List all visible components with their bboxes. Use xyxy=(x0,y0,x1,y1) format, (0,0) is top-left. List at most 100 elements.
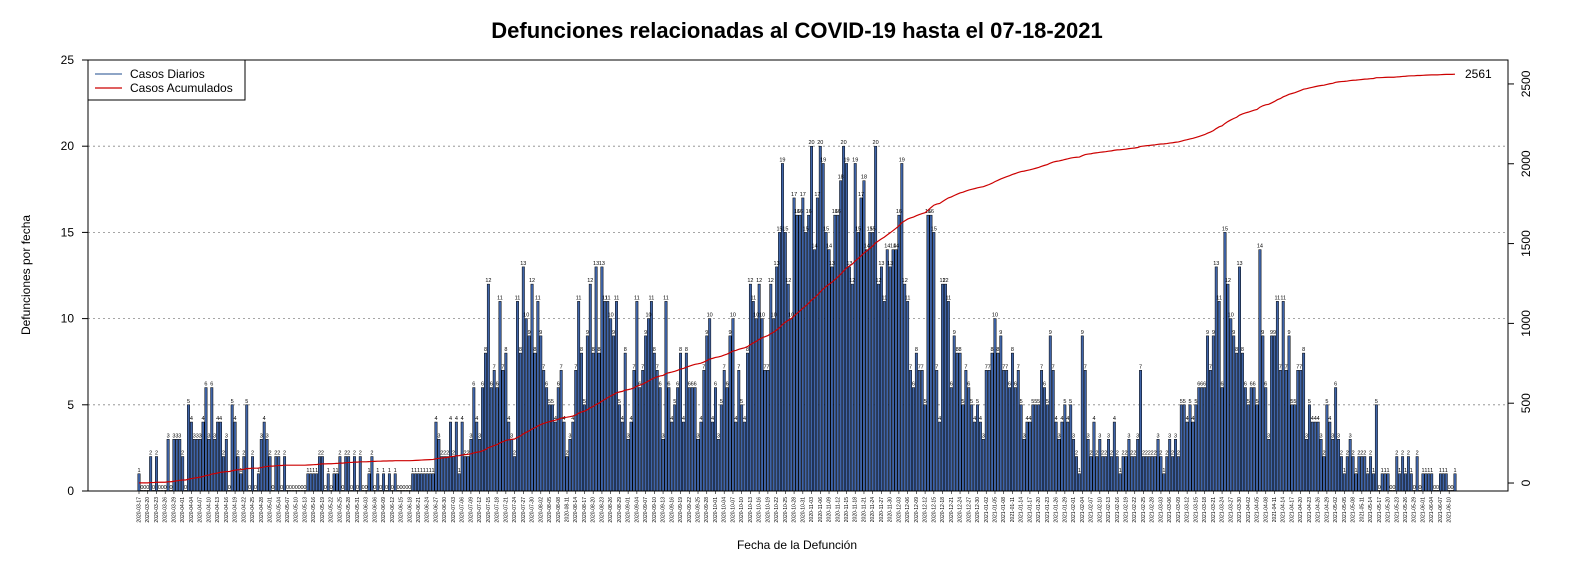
bar xyxy=(1136,439,1140,492)
bar-value-label: 2 xyxy=(1122,451,1125,457)
x-tick-label: 2021-02-22 xyxy=(1132,497,1138,523)
bar xyxy=(315,473,319,492)
bar-value-label: 0 xyxy=(1419,485,1422,491)
bar xyxy=(1171,456,1175,492)
bar xyxy=(1101,456,1105,492)
bar xyxy=(1211,335,1215,492)
bar xyxy=(542,370,546,492)
bar-value-label: 1 xyxy=(312,468,315,474)
bar xyxy=(1013,387,1017,492)
bar xyxy=(422,473,426,492)
bar-value-label: 4 xyxy=(1092,416,1095,422)
bar xyxy=(882,301,886,492)
x-tick-label: 2021-01-20 xyxy=(1036,497,1042,523)
bar xyxy=(1261,335,1265,492)
x-tick-label: 2020-03-29 xyxy=(171,497,177,523)
bar-value-label: 9 xyxy=(953,330,956,336)
bar xyxy=(629,421,633,492)
bar xyxy=(510,439,514,492)
bar xyxy=(428,473,432,492)
bar-value-label: 0 xyxy=(402,485,405,491)
bar xyxy=(830,266,834,492)
bar xyxy=(1427,473,1431,492)
bar-value-label: 15 xyxy=(931,226,937,232)
bar xyxy=(1200,387,1204,492)
bar xyxy=(1072,439,1076,492)
bar xyxy=(591,352,595,492)
legend-label-cumulative: Casos Acumulados xyxy=(130,81,233,95)
bar xyxy=(743,421,747,492)
bar xyxy=(652,352,656,492)
bar-value-label: 3 xyxy=(1174,433,1177,439)
bar xyxy=(638,387,642,492)
bar xyxy=(935,370,939,492)
bar-value-label: 7 xyxy=(1279,364,1282,370)
x-tick-label: 2020-09-13 xyxy=(661,497,667,523)
bar xyxy=(798,214,802,492)
bar-value-label: 7 xyxy=(501,364,504,370)
bar xyxy=(909,370,912,492)
bar xyxy=(906,301,910,492)
bar xyxy=(1179,404,1183,492)
bar-value-label: 6 xyxy=(545,382,548,388)
bar xyxy=(306,473,310,492)
bar-value-label: 2 xyxy=(1154,451,1157,457)
x-tick-label: 2020-10-10 xyxy=(739,497,745,523)
bar-value-label: 7 xyxy=(1052,364,1055,370)
x-tick-label: 2021-02-04 xyxy=(1080,497,1086,523)
bar-value-label: 19 xyxy=(899,157,905,163)
bar xyxy=(1066,421,1070,492)
x-tick-label: 2020-05-22 xyxy=(329,497,335,523)
bar-value-label: 15 xyxy=(867,226,873,232)
bar-value-label: 1 xyxy=(315,468,318,474)
bar xyxy=(1191,421,1195,492)
bar-value-label: 1 xyxy=(432,468,435,474)
bar-value-label: 4 xyxy=(434,416,437,422)
bar xyxy=(888,266,892,492)
bar xyxy=(772,318,776,492)
bar xyxy=(783,232,787,492)
x-tick-label: 2021-06-01 xyxy=(1420,497,1426,523)
bar-value-label: 2 xyxy=(1159,451,1162,457)
x-tick-label: 2020-08-08 xyxy=(556,497,562,523)
bar xyxy=(242,456,246,492)
y2-tick-label: 1000 xyxy=(1519,310,1533,337)
bar-value-label: 5 xyxy=(1293,399,1296,405)
bar-value-label: 10 xyxy=(645,313,651,319)
x-tick-label: 2020-04-07 xyxy=(198,497,204,523)
bar-value-label: 6 xyxy=(1203,382,1206,388)
bar-value-label: 4 xyxy=(1060,416,1063,422)
y-tick-label: 10 xyxy=(61,312,75,326)
bar-value-label: 1 xyxy=(1453,468,1456,474)
bar-value-label: 12 xyxy=(756,278,762,284)
bar xyxy=(917,370,921,492)
bar xyxy=(1322,456,1326,492)
bar xyxy=(1313,421,1317,492)
bar xyxy=(626,439,630,492)
bar xyxy=(556,387,560,492)
bar-value-label: 2 xyxy=(155,451,158,457)
bar xyxy=(751,301,755,492)
x-tick-label: 2020-05-07 xyxy=(285,497,291,523)
bar-value-label: 14 xyxy=(864,244,870,250)
bar xyxy=(1051,370,1055,492)
bar-value-label: 14 xyxy=(826,244,832,250)
bar-value-label: 7 xyxy=(918,364,921,370)
bar xyxy=(810,145,813,492)
bar-value-label: 4 xyxy=(202,416,205,422)
bar xyxy=(1424,473,1428,492)
x-tick-label: 2020-08-20 xyxy=(591,497,597,523)
bar-value-label: 2 xyxy=(318,451,321,457)
bar xyxy=(466,456,470,492)
bar xyxy=(903,283,907,492)
bar-value-label: 8 xyxy=(1302,347,1305,353)
bar xyxy=(437,439,441,492)
x-tick-label: 2020-11-24 xyxy=(870,497,876,522)
bar xyxy=(172,439,176,492)
bar xyxy=(265,439,269,492)
bar xyxy=(1008,387,1011,492)
x-tick-label: 2021-06-07 xyxy=(1438,497,1444,523)
bar xyxy=(964,370,968,492)
x-tick-label: 2021-02-19 xyxy=(1124,497,1130,523)
bar-value-label: 1 xyxy=(1421,468,1424,474)
